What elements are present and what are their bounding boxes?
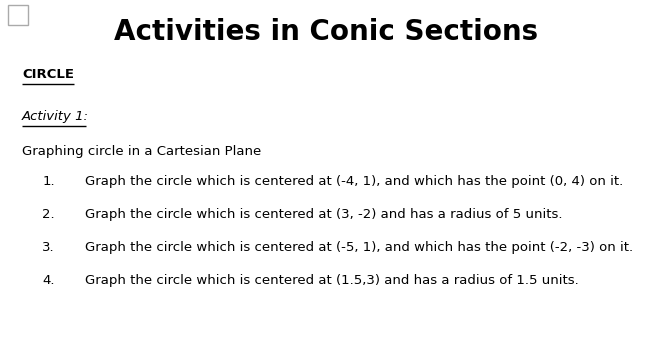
- Text: Graph the circle which is centered at (-4, 1), and which has the point (0, 4) on: Graph the circle which is centered at (-…: [85, 175, 623, 188]
- Text: 1.: 1.: [42, 175, 55, 188]
- Text: CIRCLE: CIRCLE: [22, 68, 74, 81]
- Text: 2.: 2.: [42, 208, 55, 221]
- Text: Graph the circle which is centered at (-5, 1), and which has the point (-2, -3) : Graph the circle which is centered at (-…: [85, 241, 633, 254]
- Text: Activity 1:: Activity 1:: [22, 110, 89, 123]
- Text: 4.: 4.: [42, 274, 55, 287]
- Text: Graph the circle which is centered at (1.5,3) and has a radius of 1.5 units.: Graph the circle which is centered at (1…: [85, 274, 579, 287]
- Text: 3.: 3.: [42, 241, 55, 254]
- Bar: [8, 5, 28, 25]
- Text: Graphing circle in a Cartesian Plane: Graphing circle in a Cartesian Plane: [22, 145, 261, 158]
- Text: Activities in Conic Sections: Activities in Conic Sections: [114, 18, 539, 46]
- Text: Graph the circle which is centered at (3, -2) and has a radius of 5 units.: Graph the circle which is centered at (3…: [85, 208, 562, 221]
